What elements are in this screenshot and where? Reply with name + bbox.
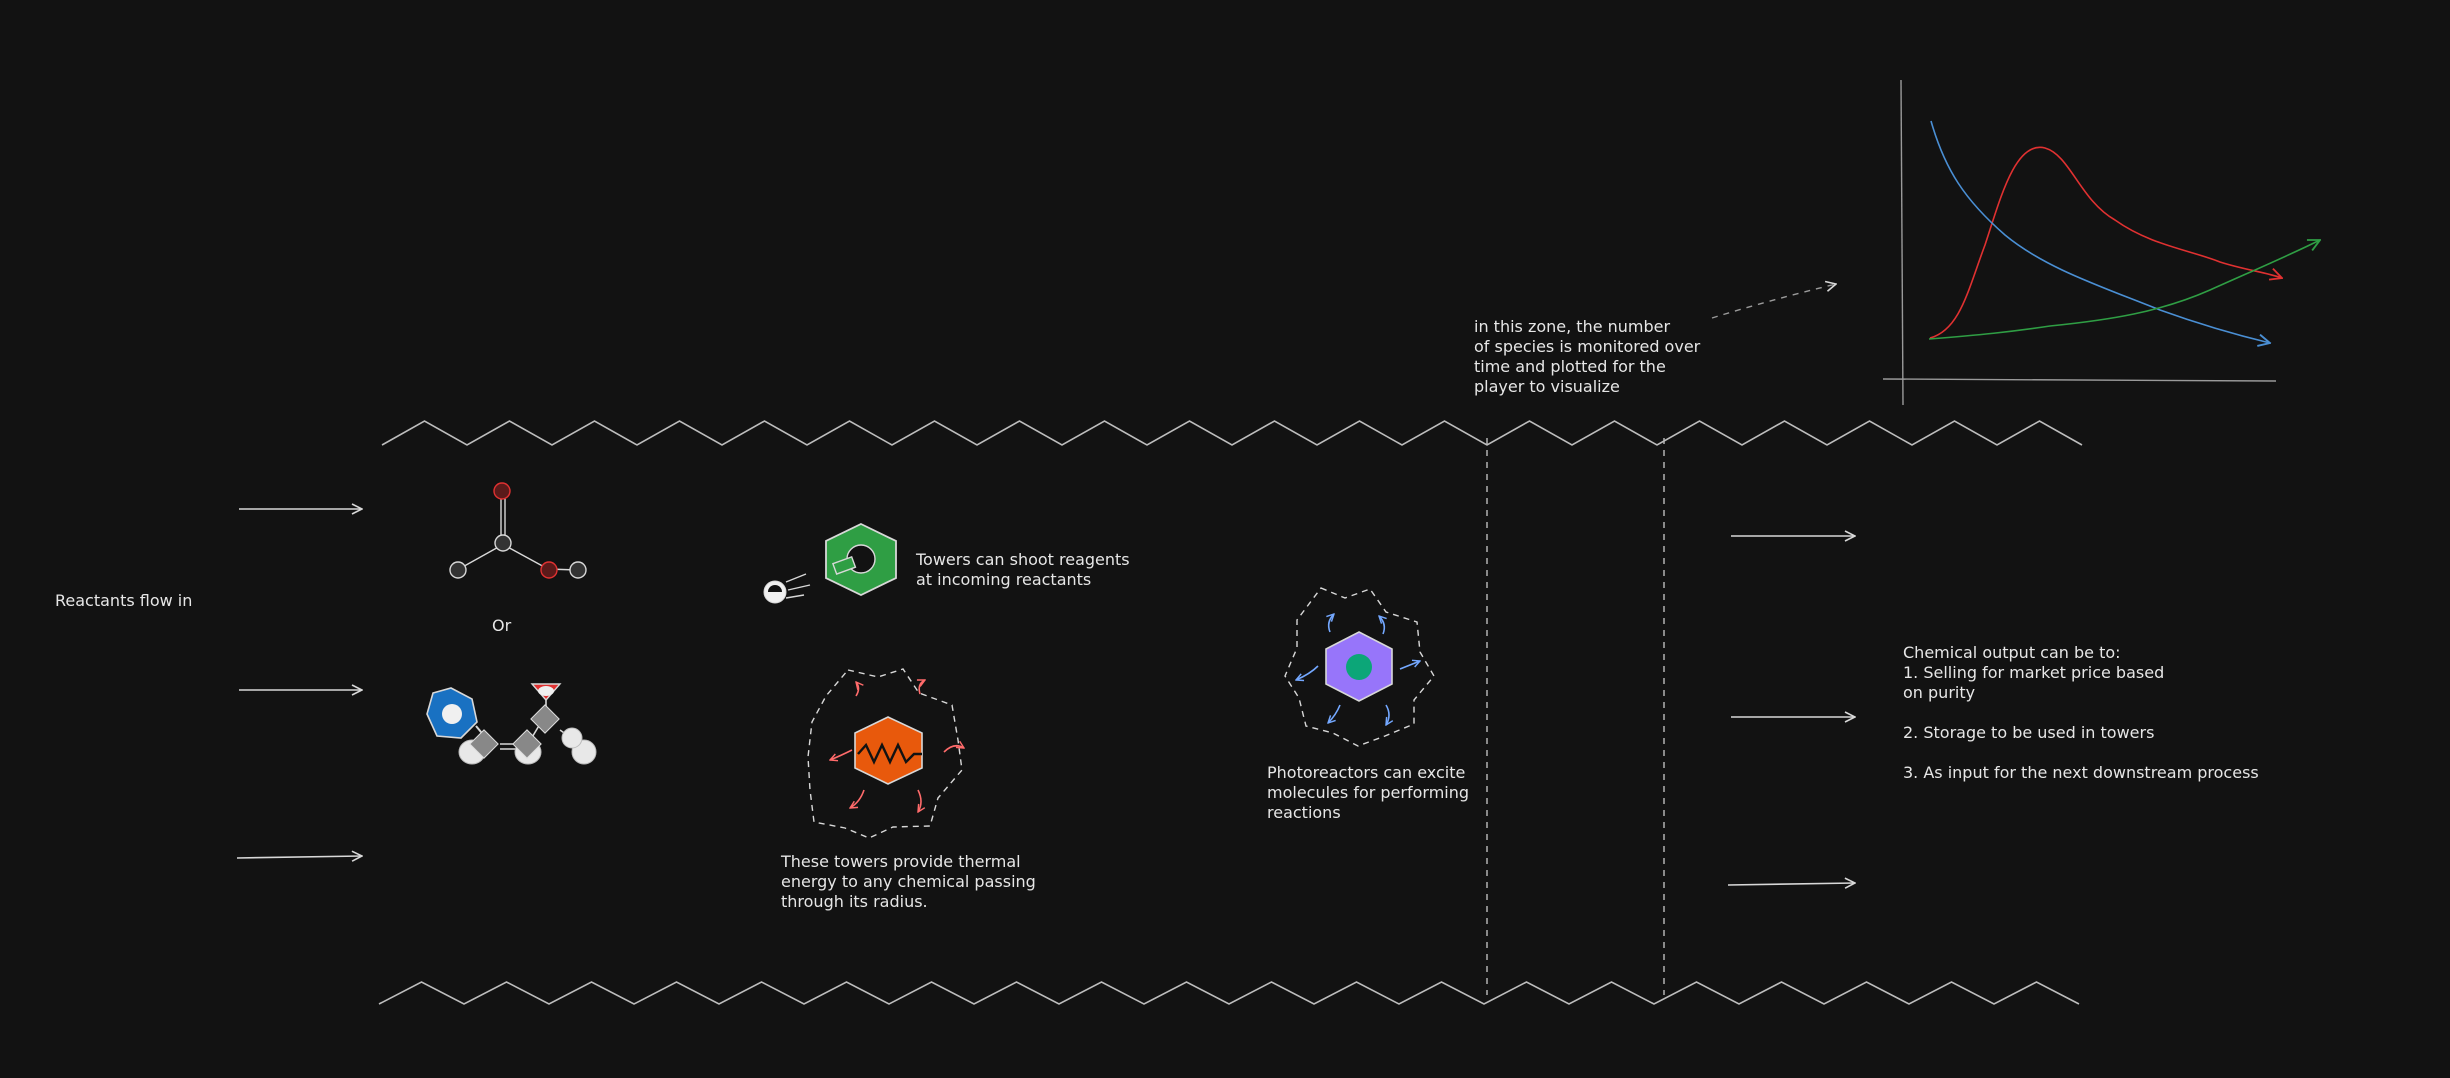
- plot-y-axis: [1900, 79, 1904, 406]
- molecule-icon: [426, 683, 597, 765]
- shooter-tower-icon: [825, 522, 897, 597]
- plot-curve-red: [1929, 146, 2282, 339]
- heater-tower-icon: [807, 668, 964, 839]
- plot-icon: [1882, 79, 2320, 406]
- molecule-icon: [449, 482, 587, 579]
- photoreactor-icon: [1284, 587, 1435, 747]
- input-arrow-icon: [236, 856, 362, 858]
- zone-monitor-label: in this zone, the number of species is m…: [1474, 317, 1701, 396]
- photoreactors-label: Photoreactors can excite molecules for p…: [1267, 763, 1470, 822]
- channel-bottom-wall: [378, 981, 2080, 1005]
- pointer-arrow-icon: [1711, 284, 1836, 319]
- plot-curve-blue: [1930, 120, 2270, 343]
- thermal-towers-label: These towers provide thermal energy to a…: [781, 852, 1036, 911]
- channel-top-wall: [381, 420, 2083, 446]
- towers-shoot-label: Towers can shoot reagents at incoming re…: [916, 550, 1130, 589]
- projectile-icon: [763, 573, 811, 604]
- plot-x-axis: [1882, 378, 2277, 382]
- plot-curve-green: [1928, 240, 2320, 340]
- output-options-label: Chemical output can be to: 1. Selling fo…: [1903, 643, 2259, 782]
- reactants-in-label: Reactants flow in: [55, 591, 193, 610]
- or-label: Or: [492, 616, 512, 635]
- output-arrow-icon: [1727, 883, 1855, 885]
